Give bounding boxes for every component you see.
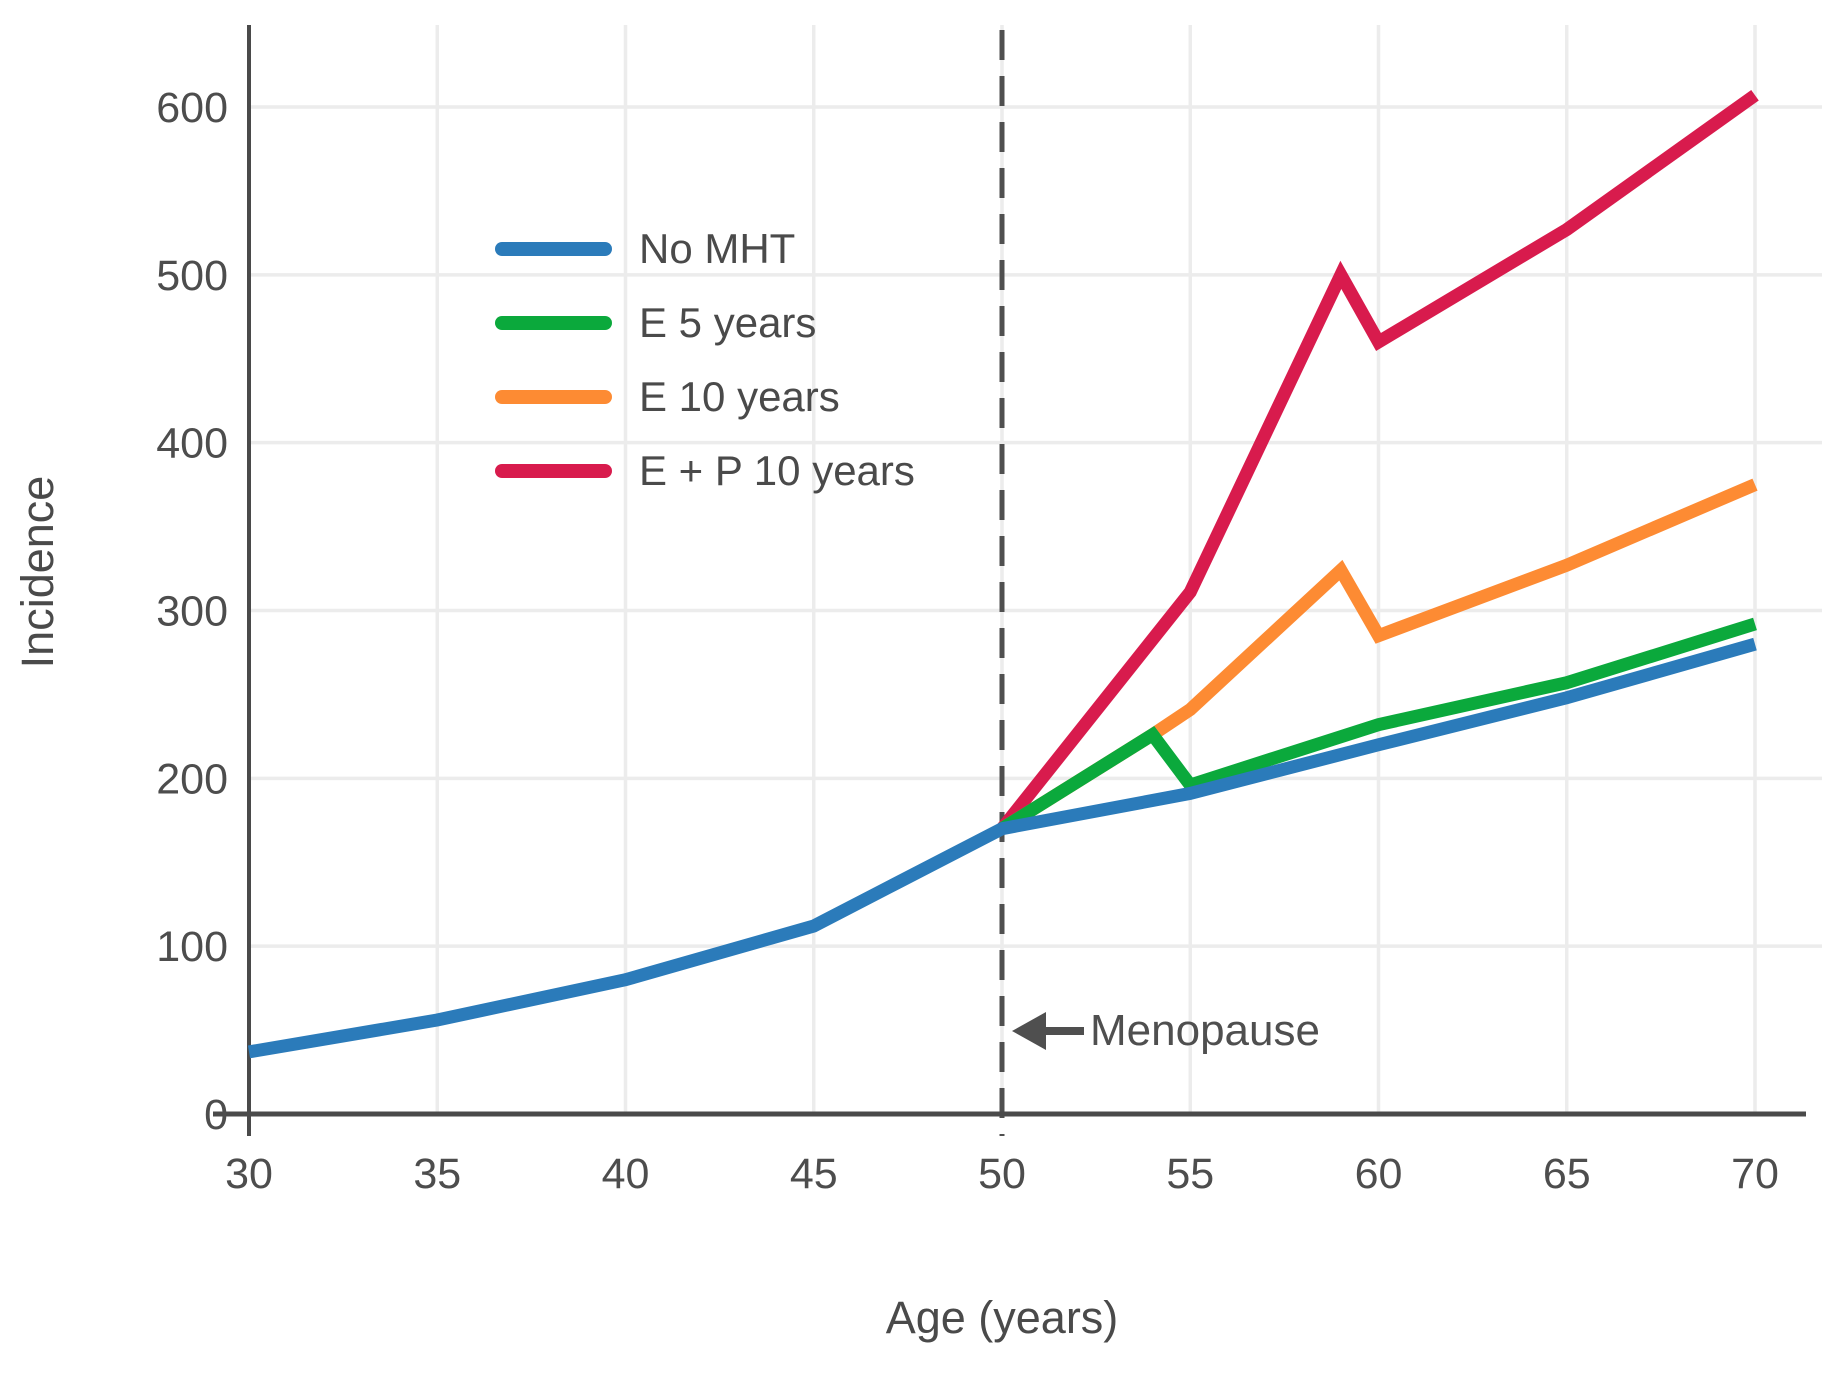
y-tick-label: 400: [156, 420, 228, 468]
x-tick-label: 55: [1166, 1150, 1214, 1198]
legend-label: E 5 years: [639, 299, 817, 346]
y-tick-labels: 0 100 200 300 400 500 600: [156, 84, 228, 1139]
x-tick-label: 35: [413, 1150, 461, 1198]
series-line-e-5-years: [998, 617, 1757, 835]
x-tick-label: 30: [225, 1150, 273, 1198]
menopause-label: Menopause: [1090, 1006, 1320, 1055]
legend-swatch-e-10-years: [495, 390, 612, 404]
series-lines: [247, 89, 1759, 1059]
x-tick-labels: 30 35 40 45 50 55 60 65 70: [225, 1150, 1779, 1198]
x-axis-title: Age (years): [885, 1292, 1119, 1343]
x-tick-label: 70: [1731, 1150, 1779, 1198]
legend-swatch-no-mht: [495, 242, 612, 256]
left-arrow-icon: [1012, 1012, 1084, 1050]
legend-item-e-p-10-years: E + P 10 years: [495, 434, 915, 508]
y-tick-label: 0: [204, 1091, 228, 1139]
y-tick-label: 200: [156, 755, 228, 803]
y-tick-label: 100: [156, 923, 228, 971]
legend-label: E 10 years: [639, 373, 840, 420]
x-tick-label: 65: [1543, 1150, 1591, 1198]
series-line-no-mht: [247, 637, 1757, 1059]
legend-swatch-e-p-10-years: [495, 464, 612, 478]
y-tick-label: 600: [156, 84, 228, 132]
x-tick-label: 40: [602, 1150, 650, 1198]
legend-swatch-e-5-years: [495, 316, 612, 330]
gridlines: [249, 25, 1822, 1114]
y-tick-label: 300: [156, 588, 228, 636]
legend-item-e-10-years: E 10 years: [495, 360, 915, 434]
x-tick-label: 60: [1355, 1150, 1403, 1198]
legend-label: No MHT: [639, 225, 796, 272]
series-line-e-p-10-years: [996, 89, 1759, 833]
x-tick-label: 45: [790, 1150, 838, 1198]
legend-item-e-5-years: E 5 years: [495, 286, 915, 360]
menopause-annotation: Menopause: [1012, 1006, 1320, 1056]
y-axis-title: Incidence: [12, 475, 63, 669]
x-tick-label: 50: [978, 1150, 1026, 1198]
legend-label: E + P 10 years: [639, 447, 915, 494]
y-tick-label: 500: [156, 252, 228, 300]
legend-item-no-mht: No MHT: [495, 212, 915, 286]
legend: No MHT E 5 years E 10 years E + P 10 yea…: [495, 212, 915, 508]
